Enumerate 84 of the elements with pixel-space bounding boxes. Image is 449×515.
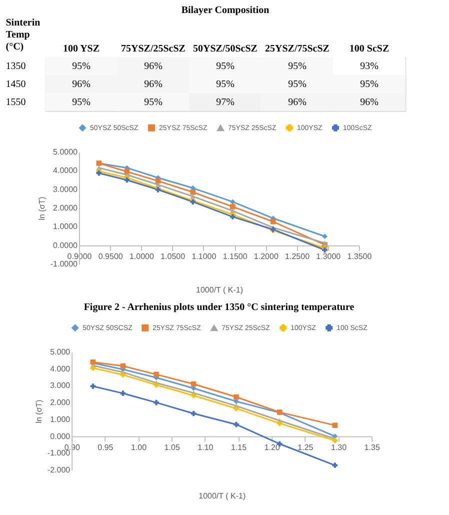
x-tick-label: 50YSZ/50ScSZ [193, 44, 258, 54]
point [154, 382, 159, 388]
x-tick-label: 1.35 [364, 442, 380, 452]
y-tick-label: 5.000 [50, 348, 71, 356]
x-tick-label: 1.25 [298, 442, 314, 452]
y-tick-label: 2.000 [50, 398, 71, 408]
point [322, 234, 328, 240]
data-label: 96% [144, 79, 162, 90]
y-tick-label: 1350 [6, 61, 26, 72]
point [190, 189, 196, 195]
data-label: 95% [288, 79, 306, 90]
data-label: 95% [72, 97, 90, 108]
y-axis-title: ln (σT) [37, 196, 46, 220]
y-tick-label: -1.0000 [50, 260, 78, 268]
data-label: 95% [216, 79, 234, 90]
data-label: 95% [360, 79, 378, 90]
x-tick-label: 75YSZ/25ScSZ [121, 44, 186, 54]
x-tick-label: 1.0000 [129, 252, 155, 261]
point [230, 204, 236, 210]
y-tick-label: 0.000 [50, 432, 71, 441]
y-tick-label: 1550 [6, 97, 26, 108]
y-tick-label: 3.0000 [53, 184, 78, 194]
y-axis-title: Sinterin Temp (°C) [6, 18, 41, 52]
y-tick-label: 1450 [6, 79, 26, 90]
x-axis-title: 1000/T ( K-1) [198, 492, 246, 500]
data-label: 95% [288, 61, 306, 72]
data-label: 96% [360, 97, 378, 108]
x-tick-label: 1.30 [330, 442, 348, 452]
point [154, 400, 159, 406]
data-label: 95% [144, 97, 162, 108]
x-tick-label: 100 ScSZ [349, 44, 390, 54]
x-tick-label: 1.2000 [254, 252, 279, 261]
x-tick-label: 1.3000 [316, 252, 342, 261]
x-tick-label: 1.0500 [160, 252, 186, 261]
x-tick-label: 1.00 [130, 442, 148, 452]
point [276, 420, 282, 426]
data-label: 95% [216, 61, 234, 72]
x-tick-label: 1.3500 [347, 252, 372, 261]
x-tick-label: 1.2500 [285, 252, 310, 261]
point [230, 199, 236, 204]
data-label: 95% [72, 61, 90, 72]
x-tick-label: 1.1000 [192, 252, 217, 261]
y-tick-label: 5.0000 [53, 148, 78, 156]
x-tick-label: 0.9500 [98, 252, 124, 261]
point [230, 214, 236, 220]
y-tick-label: -2.000 [47, 466, 71, 474]
x-tick-label: 1.1500 [222, 252, 248, 261]
y-tick-label: 4.000 [50, 364, 71, 374]
data-label: 97% [216, 97, 234, 108]
y-axis-title: ln (σT) [34, 399, 44, 424]
data-label: 96% [72, 79, 90, 90]
point [190, 410, 196, 416]
y-tick-label: -1.000 [47, 448, 71, 458]
caption: Figure 2 - Arrhenius plots under 1350 °C sintering temperature [84, 302, 355, 313]
x-tick-label: 1.05 [164, 442, 180, 452]
data-label: 96% [144, 61, 162, 72]
point [332, 422, 338, 428]
point [234, 394, 239, 400]
point [120, 390, 126, 396]
y-tick-label: 1.0000 [53, 222, 78, 232]
y-tick-label: 1.000 [50, 414, 71, 424]
point [234, 422, 239, 428]
point [154, 372, 159, 378]
y-tick-label: 0.0000 [53, 240, 78, 250]
point [90, 384, 96, 389]
point [120, 372, 126, 378]
y-tick-label: 3.000 [50, 381, 71, 390]
y-tick-label: 4.0000 [53, 166, 78, 176]
x-tick-label: 1.10 [198, 442, 214, 452]
x-tick-label: 25YSZ/75ScSZ [265, 44, 330, 54]
data-label: 96% [288, 97, 306, 108]
data-label: 93% [360, 61, 378, 72]
point [190, 381, 196, 387]
point [270, 218, 276, 224]
y-tick-label: 2.0000 [53, 204, 78, 212]
chart-title: Bilayer Composition [181, 5, 270, 16]
x-tick-label: 1.20 [264, 442, 280, 452]
x-tick-label: 1.15 [230, 442, 248, 452]
x-tick-label: 100 YSZ [62, 44, 100, 54]
x-tick-label: 0.95 [98, 442, 114, 452]
x-axis-title: 1000/T ( K-1) [196, 286, 244, 294]
point [190, 392, 196, 398]
point [332, 462, 338, 468]
point [234, 406, 239, 412]
